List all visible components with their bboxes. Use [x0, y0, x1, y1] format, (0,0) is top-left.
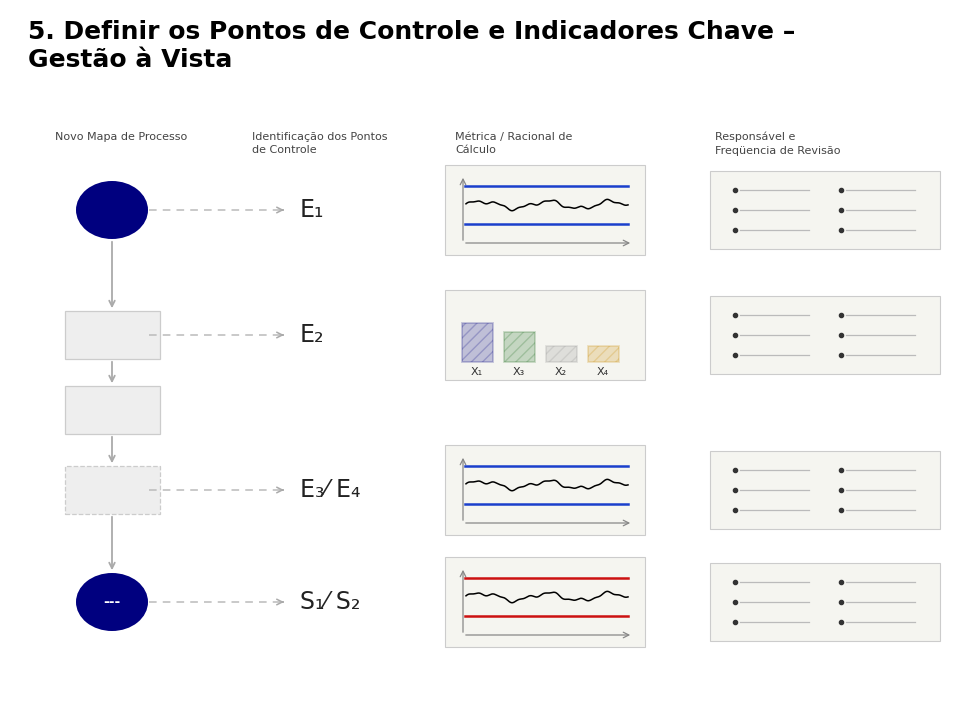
Text: X₂: X₂	[555, 367, 567, 377]
Bar	[545, 346, 577, 362]
Text: X₁: X₁	[471, 367, 483, 377]
Text: Novo Mapa de Processo: Novo Mapa de Processo	[55, 132, 187, 142]
Bar	[710, 296, 940, 374]
Ellipse shape	[76, 181, 148, 239]
Bar	[65, 466, 160, 514]
Bar	[462, 323, 492, 362]
Text: Identificação dos Pontos
de Controle: Identificação dos Pontos de Controle	[252, 132, 388, 156]
Bar	[503, 332, 535, 362]
Text: E₁: E₁	[300, 198, 324, 222]
Bar	[65, 386, 160, 434]
Text: ---: ---	[104, 595, 121, 609]
Text: S₁⁄ S₂: S₁⁄ S₂	[300, 590, 360, 614]
Text: Gestão à Vista: Gestão à Vista	[28, 48, 232, 72]
Bar	[445, 290, 645, 380]
Bar	[710, 171, 940, 249]
Text: 5. Definir os Pontos de Controle e Indicadores Chave –: 5. Definir os Pontos de Controle e Indic…	[28, 20, 796, 44]
Text: Responsável e
Freqüencia de Revisão: Responsável e Freqüencia de Revisão	[715, 132, 841, 156]
Text: X₄: X₄	[597, 367, 609, 377]
Bar	[710, 563, 940, 641]
Text: E₃⁄ E₄: E₃⁄ E₄	[300, 478, 360, 502]
Bar	[65, 311, 160, 359]
Ellipse shape	[76, 573, 148, 631]
Bar	[445, 165, 645, 255]
Text: E₂: E₂	[300, 323, 324, 347]
Bar	[445, 557, 645, 647]
Text: Métrica / Racional de
Cálculo: Métrica / Racional de Cálculo	[455, 132, 572, 156]
Bar	[445, 445, 645, 535]
Bar	[710, 451, 940, 529]
Bar	[588, 346, 618, 362]
Text: X₃: X₃	[513, 367, 525, 377]
